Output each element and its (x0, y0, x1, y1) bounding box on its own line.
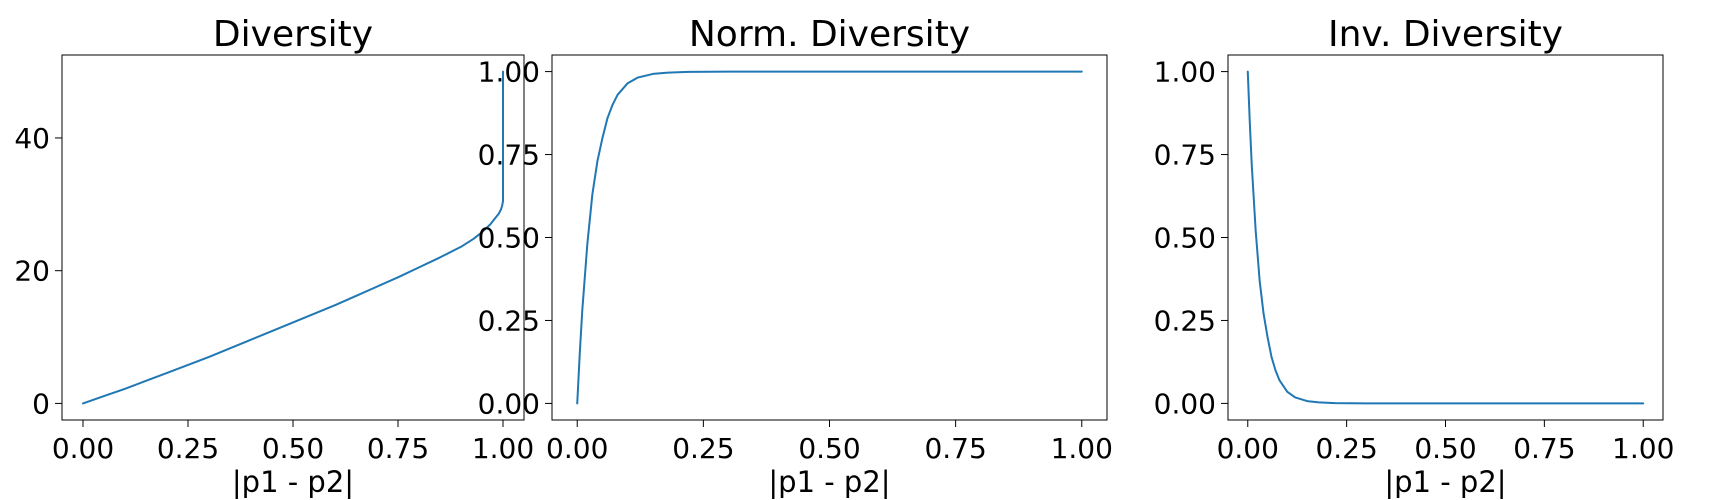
x-axis-label: |p1 - p2| (1384, 465, 1506, 499)
x-tick-label: 0.75 (924, 432, 986, 465)
y-tick-label: 0.25 (1154, 304, 1216, 337)
plot-frame (551, 54, 1108, 421)
x-tick-label: 0.25 (157, 432, 219, 465)
chart-title: Norm. Diversity (689, 14, 970, 55)
x-tick-label: 1.00 (1612, 432, 1674, 465)
chart-inv-diversity: 0.00 0.25 0.50 0.75 1.00 0.00 0.25 0.50 0.75 1.00… (1154, 14, 1675, 499)
series-line (1246, 70, 1645, 405)
y-tick-label: 0.25 (478, 304, 540, 337)
x-tick-label: 0.50 (1414, 432, 1476, 465)
x-tick-label: 0.00 (52, 432, 114, 465)
y-tick-label: 0.75 (1154, 139, 1216, 172)
y-tick-label: 0 (32, 387, 50, 420)
chart-norm-diversity: 0.00 0.25 0.50 0.75 1.00 0.00 0.25 0.50 0.75 1.00… (478, 14, 1113, 499)
chart-title: Diversity (213, 14, 373, 55)
x-tick-label: 1.00 (472, 432, 534, 465)
y-tick-label: 0.75 (478, 139, 540, 172)
plot-frame (61, 54, 525, 421)
x-tick-label: 0.50 (798, 432, 860, 465)
y-tick-label: 0.50 (1154, 222, 1216, 255)
series-line (82, 70, 504, 405)
y-tick-label: 1.00 (478, 56, 540, 89)
y-tick-label: 0.50 (478, 222, 540, 255)
x-tick-label: 1.00 (1051, 432, 1113, 465)
y-tick-label: 40 (14, 122, 50, 155)
x-tick-label: 0.75 (367, 432, 429, 465)
x-tick-label: 0.00 (546, 432, 608, 465)
chart-diversity: 0.00 0.25 0.50 0.75 1.00 0 20 40 Diversity |p1 - … (14, 14, 534, 499)
series-line (576, 70, 1083, 405)
x-tick-label: 0.25 (672, 432, 734, 465)
y-tick-label: 0.00 (478, 387, 540, 420)
chart-title: Inv. Diversity (1328, 14, 1563, 55)
x-axis-label: |p1 - p2| (232, 465, 354, 499)
x-axis-label: |p1 - p2| (768, 465, 890, 499)
y-tick-label: 0.00 (1154, 387, 1216, 420)
y-tick-label: 1.00 (1154, 56, 1216, 89)
x-tick-label: 0.50 (262, 432, 324, 465)
plot-frame (1227, 54, 1664, 421)
x-tick-label: 0.25 (1315, 432, 1377, 465)
x-tick-label: 0.00 (1217, 432, 1279, 465)
y-tick-label: 20 (14, 255, 50, 288)
x-tick-label: 0.75 (1513, 432, 1575, 465)
